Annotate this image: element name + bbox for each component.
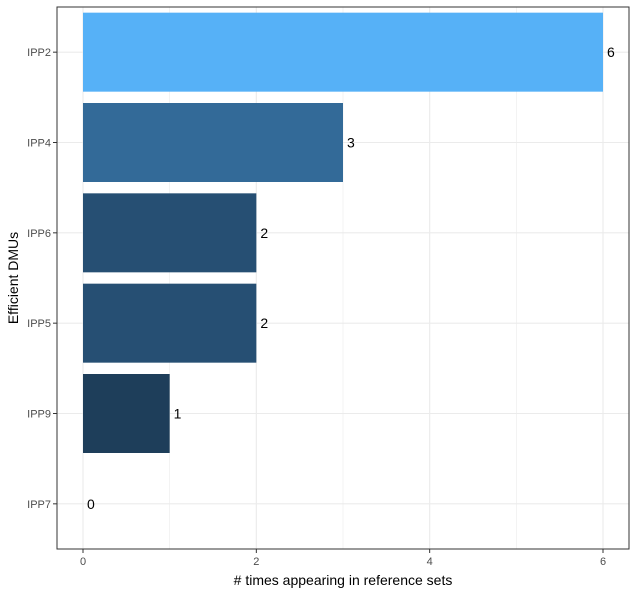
x-tick-label: 2: [253, 556, 259, 568]
data-label-ipp2: 6: [607, 44, 615, 60]
bars: [83, 12, 603, 453]
data-labels: 6 3 2 2 1 0: [87, 44, 615, 512]
bar-ipp2: [83, 12, 603, 92]
y-tick-label: IPP2: [27, 47, 51, 59]
data-label-ipp7: 0: [87, 496, 95, 512]
panel-border: [56, 6, 630, 550]
data-label-ipp9: 1: [174, 406, 182, 422]
bar-ipp9: [83, 374, 170, 453]
data-label-ipp5: 2: [260, 315, 268, 331]
x-tick-label: 4: [427, 556, 433, 568]
y-tick-label: IPP4: [27, 138, 51, 150]
x-tick-label: 6: [600, 556, 606, 568]
y-axis-ticks: IPP2 IPP4 IPP6 IPP5 IPP9 IPP7: [27, 47, 57, 511]
data-label-ipp4: 3: [347, 135, 355, 151]
minor-gridlines: [169, 7, 517, 549]
x-tick-label: 0: [80, 556, 86, 568]
bar-ipp4: [83, 103, 343, 182]
x-axis-title: # times appearing in reference sets: [234, 572, 453, 588]
bar-ipp5: [83, 283, 257, 363]
x-axis-ticks: 0 2 4 6: [80, 549, 606, 568]
y-tick-label: IPP7: [27, 499, 51, 511]
y-tick-label: IPP9: [27, 409, 51, 421]
data-label-ipp6: 2: [260, 225, 268, 241]
y-tick-label: IPP6: [27, 228, 51, 240]
bar-ipp6: [83, 193, 257, 273]
y-axis-title: Efficient DMUs: [5, 232, 21, 324]
y-tick-label: IPP5: [27, 318, 51, 330]
